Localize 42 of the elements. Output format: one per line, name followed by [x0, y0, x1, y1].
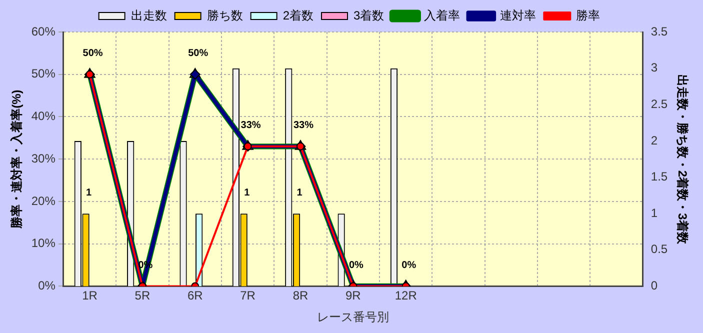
x-tick-label: 6R: [187, 288, 204, 303]
x-tick-label: 12R: [394, 288, 418, 303]
x-axis-title: レース番号別: [317, 310, 390, 324]
y-tick-label: 30%: [31, 151, 56, 166]
y2-tick-label: 3.5: [650, 24, 668, 38]
legend-label: 入着率: [424, 8, 460, 22]
x-tick-label: 9R: [345, 288, 362, 303]
y-tick-label: 40%: [31, 109, 56, 124]
y-tick-label: 0%: [38, 278, 56, 293]
data-label: 50%: [82, 48, 103, 60]
y-tick-label: 60%: [31, 24, 56, 38]
data-label: 0%: [138, 260, 153, 271]
legend-label: 2着数: [282, 8, 314, 22]
legend-label: 3着数: [354, 8, 384, 22]
y-tick-label: 50%: [31, 66, 56, 81]
data-label: 0%: [402, 260, 416, 271]
x-tick-label: 8R: [292, 288, 308, 303]
x-tick-label: 7R: [240, 288, 256, 303]
data-label: 1: [244, 187, 250, 198]
data-label: 33%: [293, 120, 314, 132]
y2-tick-label: 0.5: [650, 242, 668, 256]
data-label: 1: [296, 187, 303, 198]
y2-tick-label: 1: [650, 206, 658, 220]
y2-tick-label: 0: [650, 278, 658, 293]
y2-tick-label: 1.5: [650, 170, 668, 184]
y2-axis-title: 出走数・勝ち数・2着数・3着数: [675, 74, 690, 245]
data-label: 0%: [348, 260, 364, 271]
legend-label: 出走数: [130, 8, 167, 22]
y-tick-label: 10%: [31, 236, 56, 250]
legend-label: 勝率: [576, 8, 600, 22]
y2-tick-label: 2: [650, 133, 658, 148]
x-tick-label: 1R: [82, 288, 98, 303]
data-label: 33%: [240, 120, 261, 132]
y-axis-title: 勝率・連対率・入着率(%): [10, 90, 24, 230]
y2-tick-label: 3: [650, 60, 658, 75]
legend-label: 勝ち数: [206, 8, 243, 22]
legend-label: 連対率: [500, 8, 536, 22]
y-tick-label: 20%: [31, 194, 56, 208]
data-label: 50%: [188, 48, 208, 60]
y2-tick-label: 2.5: [650, 96, 668, 111]
x-tick-label: 5R: [134, 288, 150, 303]
data-label: 1: [86, 187, 92, 198]
